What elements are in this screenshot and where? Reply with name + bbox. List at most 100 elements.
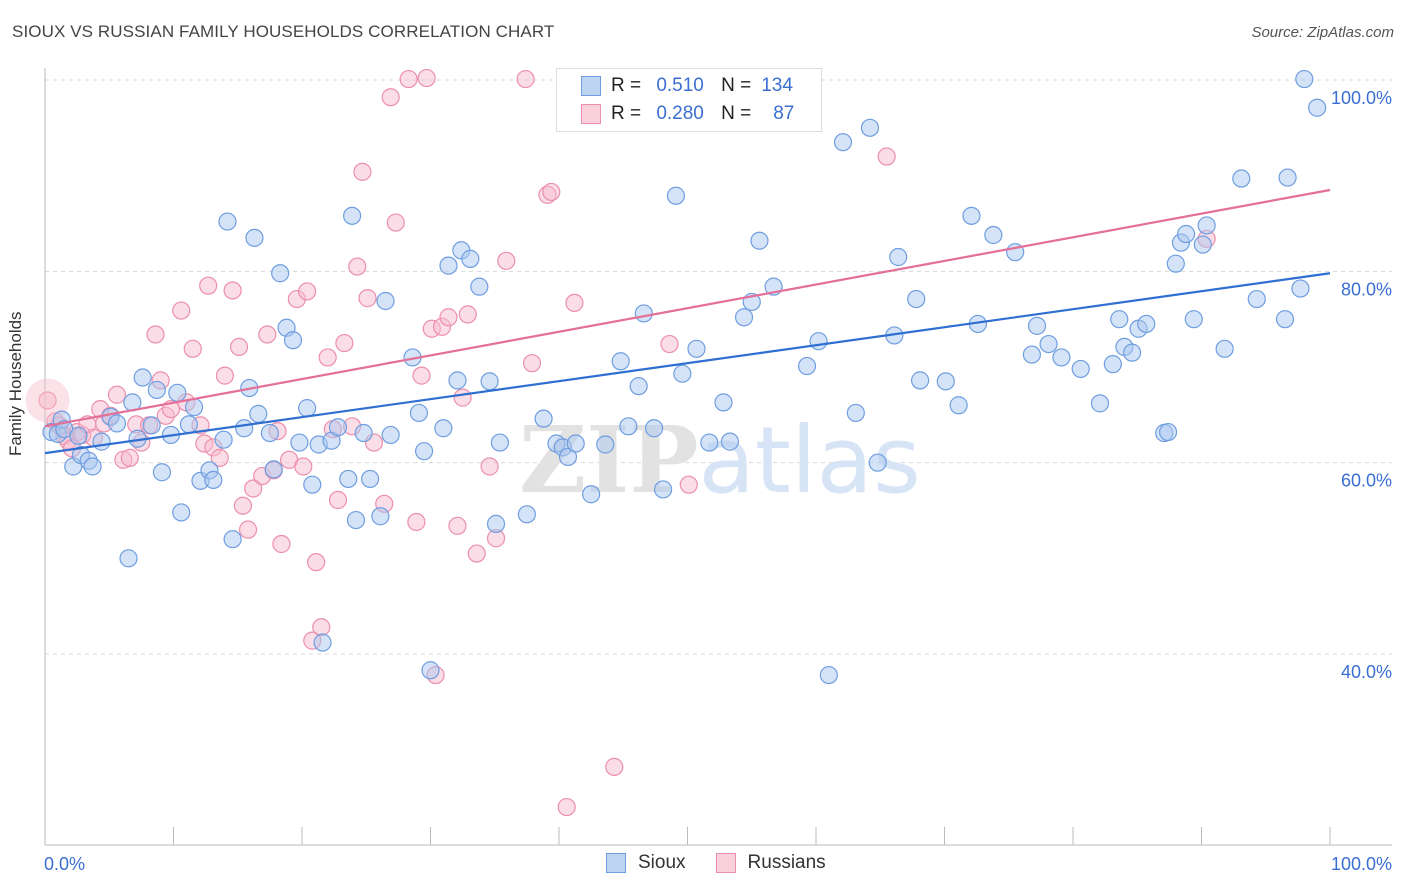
sioux-r-value: 0.510 [656, 75, 704, 96]
sioux-point-126 [1193, 235, 1212, 254]
sioux-point-65 [486, 514, 506, 533]
sioux-point-62 [461, 249, 480, 268]
tick-labels: 40.0% 60.0% 80.0% 100.0% 0.0% 100.0% [44, 88, 1392, 874]
watermark: ZIPatlas [519, 406, 921, 514]
sioux-point-63 [470, 277, 489, 296]
sioux-point-77 [629, 377, 648, 396]
sioux-point-74 [596, 435, 615, 454]
russians-point-19 [146, 325, 165, 344]
sioux-trend-line [44, 272, 1331, 455]
sioux-point-50 [361, 469, 380, 489]
russians-point-30 [210, 448, 229, 467]
russians-point-34 [233, 496, 252, 515]
sioux-point-11 [107, 414, 127, 433]
bottom-russians-swatch [715, 853, 736, 873]
sioux-point-29 [223, 530, 242, 549]
sioux-point-135 [1197, 216, 1216, 235]
russians-point-72 [467, 544, 486, 563]
sioux-point-91 [797, 356, 817, 376]
sioux-point-100 [907, 289, 926, 309]
axes [44, 68, 1392, 846]
sioux-point-83 [687, 339, 706, 358]
y-tick-label-40: 40.0% [1341, 662, 1392, 682]
sioux-point-64 [480, 372, 499, 391]
sioux-point-121 [1158, 422, 1178, 442]
russians-point-33 [229, 337, 249, 357]
chart-title: SIOUX VS RUSSIAN FAMILY HOUSEHOLDS CORRE… [12, 22, 555, 41]
russians-point-47 [307, 553, 326, 572]
russians-point-15 [120, 448, 139, 467]
y-tick-label-80: 80.0% [1341, 279, 1392, 299]
sioux-point-117 [1123, 343, 1142, 362]
sioux-point-68 [534, 409, 553, 428]
russians-point-60 [386, 213, 405, 232]
sioux-point-129 [1247, 289, 1266, 309]
sioux-point-119 [1137, 314, 1156, 334]
russians-point-82 [605, 757, 624, 776]
russians-point-75 [497, 251, 516, 270]
sioux-point-55 [409, 403, 429, 423]
sioux-point-27 [214, 430, 233, 449]
russians-r-value: 0.280 [656, 103, 704, 124]
russians-point-28 [199, 276, 218, 295]
russians-point-70 [453, 388, 472, 407]
sioux-point-131 [1278, 168, 1297, 187]
sioux-point-72 [566, 434, 585, 453]
sioux-point-35 [264, 460, 283, 479]
sioux-point-49 [354, 423, 373, 443]
russians-point-31 [215, 366, 234, 385]
sioux-r-label: R = [611, 75, 642, 96]
sioux-point-53 [381, 425, 400, 445]
sioux-point-21 [172, 503, 191, 522]
sioux-point-132 [1291, 279, 1310, 298]
bottom-legend-russians[interactable]: Russians [715, 852, 826, 874]
sioux-point-99 [889, 247, 908, 267]
sioux-points [42, 69, 1327, 685]
sioux-point-47 [343, 206, 362, 225]
sioux-point-95 [846, 403, 865, 423]
sioux-point-18 [152, 463, 172, 482]
russians-point-79 [542, 182, 561, 202]
russians-point-84 [660, 334, 679, 354]
sioux-point-108 [1022, 345, 1041, 364]
russians-point-48 [312, 618, 331, 637]
russians-point-85 [679, 475, 698, 494]
russians-point-0 [38, 391, 57, 410]
sioux-point-127 [1215, 339, 1234, 358]
sioux-point-26 [204, 470, 223, 489]
russians-point-59 [381, 88, 400, 107]
sioux-point-96 [860, 118, 880, 137]
sioux-point-48 [346, 510, 366, 530]
russians-point-73 [480, 457, 499, 476]
sioux-point-89 [750, 231, 769, 250]
legend: R = 0.510 N = 134 R = 0.280 N = 87 [556, 68, 822, 132]
sioux-point-36 [271, 264, 290, 283]
russians-swatch [581, 104, 601, 124]
sioux-point-80 [653, 480, 673, 499]
russians-point-52 [335, 333, 354, 353]
sioux-point-128 [1232, 169, 1251, 188]
sioux-point-8 [83, 457, 102, 476]
sioux-point-106 [984, 225, 1003, 245]
sioux-point-87 [734, 308, 754, 327]
bottom-legend-sioux[interactable]: Sioux [606, 852, 686, 874]
watermark-atlas: atlas [699, 407, 921, 514]
sioux-point-113 [1090, 394, 1110, 413]
russians-point-41 [272, 534, 291, 554]
sioux-point-112 [1071, 359, 1090, 379]
russians-point-49 [318, 348, 337, 367]
russians-point-69 [448, 516, 467, 535]
russians-point-13 [107, 385, 127, 404]
russians-point-61 [399, 69, 418, 89]
legend-row-russians: R = 0.280 N = 87 [581, 101, 794, 127]
sioux-point-92 [809, 332, 828, 351]
sioux-point-103 [949, 396, 968, 415]
russians-point-25 [183, 339, 202, 358]
russians-point-38 [258, 325, 277, 344]
russians-point-63 [412, 366, 431, 385]
russians-n-value: 87 [773, 103, 795, 124]
sioux-point-45 [328, 418, 348, 437]
sioux-point-67 [517, 505, 536, 524]
sioux-n-value: 134 [761, 75, 793, 96]
russians-point-44 [294, 457, 313, 476]
